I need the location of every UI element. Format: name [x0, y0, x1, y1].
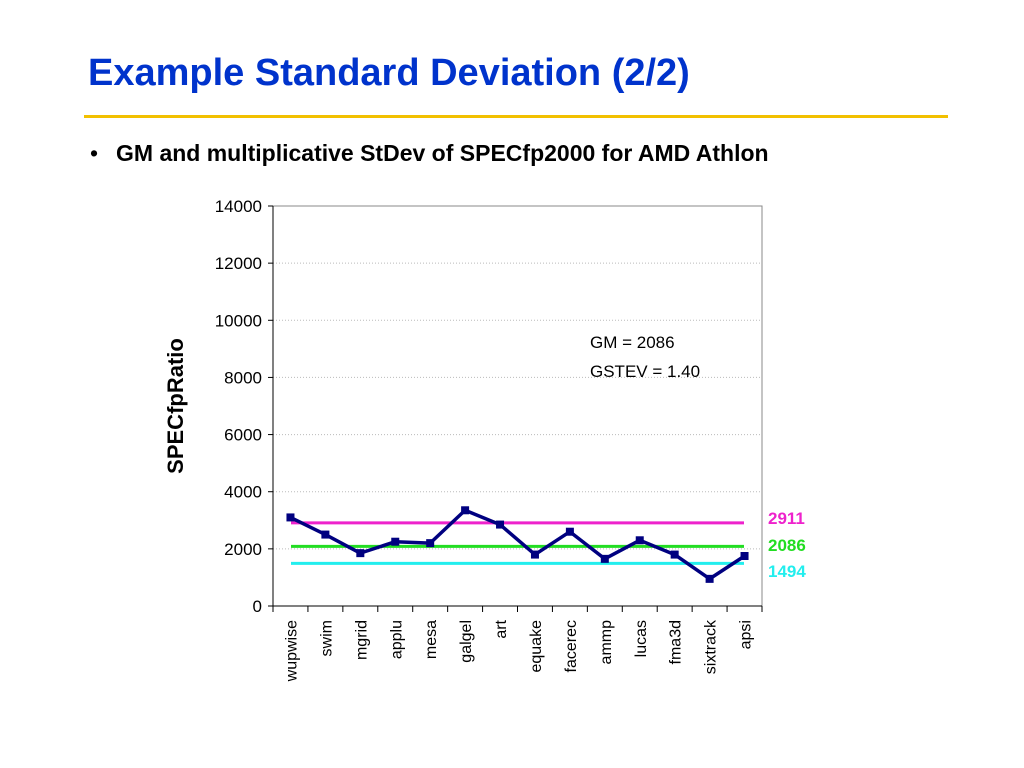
x-tick-labels: wupwise swim mgrid applu mesa galgel art equake… [283, 619, 754, 682]
x-tick-label: mesa [423, 620, 440, 659]
reference-line-label: 1494 [768, 562, 806, 581]
data-point [635, 536, 644, 545]
data-series [286, 506, 749, 583]
axes [268, 205, 763, 612]
x-tick-label: galgel [458, 620, 475, 663]
data-point [670, 550, 679, 559]
x-tick-label: fma3d [668, 620, 685, 664]
title-divider [84, 115, 948, 118]
y-tick-label: 6000 [224, 426, 262, 445]
data-point [321, 530, 330, 539]
annotation-gm: GM = 2086 [590, 333, 675, 352]
x-tick-label: mgrid [353, 620, 370, 660]
reference-lines: 2911 2086 1494 [291, 509, 806, 581]
y-tick-label: 2000 [224, 540, 262, 559]
y-tick-label: 8000 [224, 368, 262, 387]
data-point [426, 539, 435, 548]
y-axis-label: SPECfpRatio [163, 338, 188, 474]
x-tick-label: apsi [738, 620, 755, 649]
y-tick-label: 12000 [215, 254, 262, 273]
x-tick-label: sixtrack [703, 619, 720, 674]
bullet-point: • GM and multiplicative StDev of SPECfp20… [90, 140, 769, 167]
y-tick-label: 4000 [224, 483, 262, 502]
bullet-dot: • [90, 140, 99, 166]
x-tick-label: lucas [633, 620, 650, 657]
x-tick-label: wupwise [283, 620, 300, 682]
bullet-text: GM and multiplicative StDev of SPECfp200… [116, 140, 769, 166]
data-point [705, 574, 714, 583]
gridlines [273, 262, 762, 550]
data-point [740, 552, 749, 560]
x-tick-label: applu [388, 620, 405, 659]
annotation-gstev: GSTEV = 1.40 [590, 362, 700, 381]
data-point [391, 537, 400, 546]
series-line [289, 508, 746, 581]
data-point [286, 513, 295, 522]
x-tick-label: facerec [563, 620, 580, 672]
slide-title: Example Standard Deviation (2/2) [88, 52, 690, 94]
data-point [356, 549, 365, 558]
y-tick-label: 10000 [215, 311, 262, 330]
data-point [565, 527, 574, 536]
y-tick-label: 14000 [215, 197, 262, 216]
x-tick-label: art [493, 619, 510, 638]
y-tick-labels: 0 2000 4000 6000 8000 10000 12000 14000 [215, 197, 262, 616]
x-tick-label: ammp [598, 620, 615, 665]
data-point [496, 520, 505, 529]
annotations: GM = 2086 GSTEV = 1.40 [590, 333, 700, 381]
reference-line-label: 2086 [768, 536, 806, 555]
data-point [600, 554, 609, 563]
y-tick-label: 0 [253, 597, 262, 616]
reference-line-label: 2911 [768, 509, 805, 528]
data-point [461, 506, 470, 515]
x-tick-label: swim [318, 620, 335, 656]
x-tick-label: equake [528, 620, 545, 673]
data-point [530, 550, 539, 559]
